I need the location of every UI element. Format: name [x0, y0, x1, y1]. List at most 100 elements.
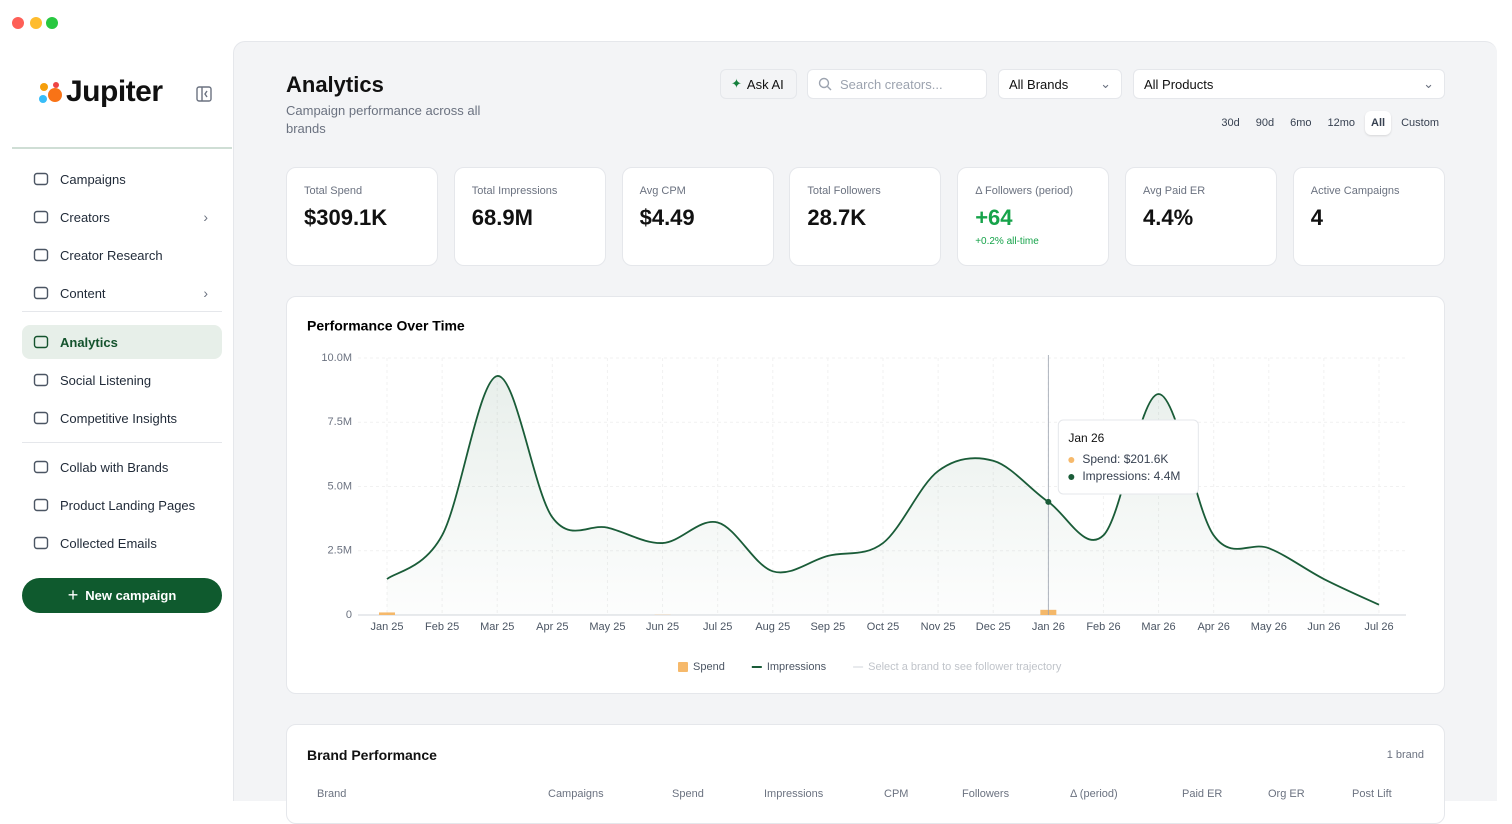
divider [22, 442, 222, 443]
new-campaign-button[interactable]: + New campaign [22, 578, 222, 613]
nav-item[interactable]: Analytics [22, 325, 222, 359]
brand-performance-card [286, 724, 1445, 824]
nav-icon [33, 410, 49, 426]
nav-item[interactable]: Creators › [22, 200, 222, 234]
nav-item[interactable]: Collab with Brands [22, 450, 222, 484]
nav-item[interactable]: Content› [22, 276, 222, 310]
stat-card: Avg CPM $4.49 [622, 167, 774, 266]
nav-item[interactable]: Social Listening [22, 363, 222, 397]
logo-icon [36, 81, 64, 107]
stat-value: 28.7K [807, 205, 866, 231]
close-button[interactable] [12, 17, 24, 29]
brand-filter[interactable]: All Brands⌄ [998, 69, 1122, 99]
stat-label: Avg Paid ER [1143, 185, 1205, 197]
range-option[interactable]: All [1365, 111, 1391, 135]
sparkle-icon: ✦ [731, 76, 742, 92]
range-option[interactable]: 90d [1250, 111, 1280, 135]
nav-label: Creator Research [60, 248, 163, 263]
tooltip-swatch [1068, 457, 1074, 463]
ask-ai-label: Ask AI [747, 77, 784, 92]
x-tick-label: Sep 25 [810, 621, 845, 633]
stat-label: Avg CPM [640, 185, 686, 197]
stat-value: $4.49 [640, 205, 695, 231]
product-filter-label: All Products [1144, 77, 1213, 92]
column-header: Paid ER [1182, 788, 1222, 800]
tooltip-swatch [1068, 474, 1074, 480]
stat-card: Total Followers 28.7K [789, 167, 941, 266]
tooltip-line: Impressions: 4.4M [1082, 469, 1180, 483]
nav-icon [33, 459, 49, 475]
page-subtitle: Campaign performance across all brands [286, 102, 506, 138]
nav-item[interactable]: Product Landing Pages [22, 488, 222, 522]
stat-label: Δ Followers (period) [975, 185, 1073, 197]
x-tick-label: Oct 25 [867, 621, 899, 633]
ask-ai-button[interactable]: ✦ Ask AI [720, 69, 797, 99]
x-tick-label: May 25 [589, 621, 625, 633]
nav-icon [33, 497, 49, 513]
nav-label: Creators [60, 210, 110, 225]
column-header: Impressions [764, 788, 823, 800]
x-tick-label: Jan 26 [1032, 621, 1065, 633]
brand-name: Jupiter [66, 75, 163, 109]
stat-value: +64 [975, 205, 1012, 231]
nav-label: Analytics [60, 335, 118, 350]
tooltip-line: Spend: $201.6K [1082, 452, 1168, 466]
nav-icon [33, 247, 49, 263]
nav-label: Product Landing Pages [60, 498, 195, 513]
range-option[interactable]: 12mo [1322, 111, 1362, 135]
nav-label: Social Listening [60, 373, 151, 388]
stat-value: 68.9M [472, 205, 533, 231]
performance-chart: Performance Over Time 02.5M5.0M7.5M10.0M… [286, 296, 1445, 694]
x-tick-label: Jan 25 [370, 621, 403, 633]
nav-icon [33, 535, 49, 551]
stat-label: Total Spend [304, 185, 362, 197]
product-filter[interactable]: All Products⌄ [1133, 69, 1445, 99]
minimize-button[interactable] [30, 17, 42, 29]
x-tick-label: Jul 25 [703, 621, 732, 633]
nav-item[interactable]: Competitive Insights [22, 401, 222, 435]
column-header: CPM [884, 788, 908, 800]
new-campaign-label: New campaign [85, 588, 176, 603]
maximize-button[interactable] [46, 17, 58, 29]
x-tick-label: Jun 26 [1307, 621, 1340, 633]
nav-item[interactable]: Creator Research [22, 238, 222, 272]
range-option[interactable]: 30d [1215, 111, 1245, 135]
stat-label: Total Impressions [472, 185, 558, 197]
stat-card: Total Impressions 68.9M [454, 167, 606, 266]
nav-label: Collected Emails [60, 536, 157, 551]
y-tick-label: 2.5M [328, 545, 352, 557]
nav-icon [33, 372, 49, 388]
collapse-button[interactable] [196, 86, 212, 102]
nav-label: Campaigns [60, 172, 126, 187]
range-option[interactable]: 6mo [1284, 111, 1317, 135]
stat-note: +0.2% all-time [975, 236, 1039, 247]
stat-card: Δ Followers (period) +64 +0.2% all-time [957, 167, 1109, 266]
page: {"sidebar":{"brand":"Jupiter","nav":[{"l… [0, 0, 1512, 794]
search-input[interactable]: Search creators... [807, 69, 987, 99]
brand-performance-title: Brand Performance [307, 747, 437, 763]
sidebar: Jupiter + New campaign Campaigns Creators ›… [0, 41, 232, 794]
stat-label: Total Followers [807, 185, 880, 197]
nav-item[interactable]: Collected Emails [22, 526, 222, 560]
range-option[interactable]: Custom [1395, 111, 1445, 135]
column-header: Spend [672, 788, 704, 800]
divider [12, 147, 232, 149]
column-header: Post Lift [1352, 788, 1392, 800]
legend-note: Select a brand to see follower trajector… [868, 661, 1062, 673]
nav-item[interactable]: Campaigns [22, 162, 222, 196]
nav-label: Competitive Insights [60, 411, 177, 426]
chevron: › [203, 285, 208, 301]
tooltip-title: Jan 26 [1068, 431, 1104, 445]
x-tick-label: Mar 25 [480, 621, 514, 633]
chevron: › [203, 209, 208, 225]
x-tick-label: Aug 25 [755, 621, 790, 633]
y-tick-label: 7.5M [328, 416, 352, 428]
column-header: Followers [962, 788, 1009, 800]
column-header: Δ (period) [1070, 788, 1118, 800]
search-icon [818, 77, 832, 91]
plus-icon: + [68, 585, 79, 606]
nav-icon [33, 285, 49, 301]
stat-value: 4 [1311, 205, 1323, 231]
x-tick-label: Dec 25 [976, 621, 1011, 633]
